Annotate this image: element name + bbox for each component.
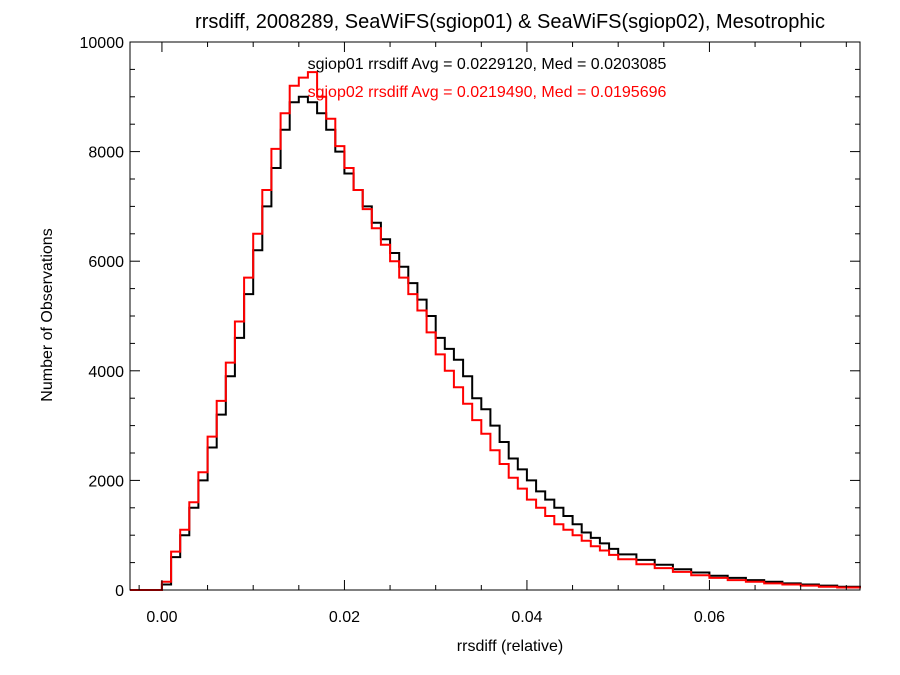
x-tick-label: 0.06 [694,609,725,626]
plot-area: 0.00 0.02 0.04 0.06 0 2000 4000 6000 8000 10000 [80,35,861,626]
annotation-sgiop01: sgiop01 rrsdiff Avg = 0.0229120, Med = 0… [308,56,667,73]
y-tick-label: 0 [115,583,124,600]
y-tick-label: 2000 [88,473,124,490]
y-tick-label: 6000 [88,254,124,271]
y-axis-label: Number of Observations [39,228,56,401]
x-tick-label: 0.02 [329,609,360,626]
chart-title: rrsdiff, 2008289, SeaWiFS(sgiop01) & Sea… [195,11,825,33]
annotation-sgiop02: sgiop02 rrsdiff Avg = 0.0219490, Med = 0… [308,84,667,101]
x-tick-label: 0.04 [511,609,542,626]
y-tick-label: 8000 [88,145,124,162]
plot-frame [129,41,861,591]
y-tick-label: 10000 [80,35,125,52]
x-axis-label: rrsdiff (relative) [457,638,563,655]
series-line-1 [130,71,861,591]
series-line-0 [130,95,861,591]
y-tick-label: 4000 [88,364,124,381]
x-tick-label: 0.00 [146,609,177,626]
